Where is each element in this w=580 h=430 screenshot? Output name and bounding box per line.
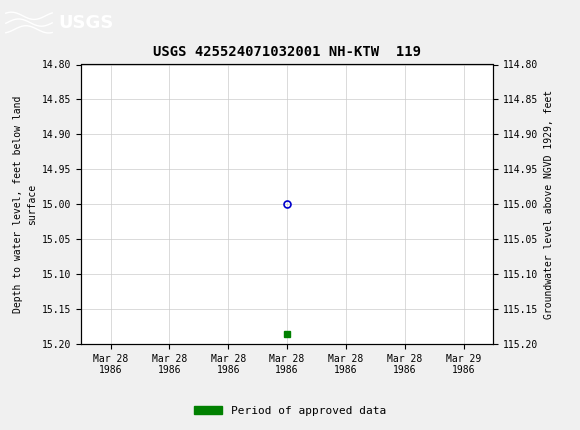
Legend: Period of approved data: Period of approved data <box>190 401 390 420</box>
Y-axis label: Depth to water level, feet below land
surface: Depth to water level, feet below land su… <box>13 95 37 313</box>
Title: USGS 425524071032001 NH-KTW  119: USGS 425524071032001 NH-KTW 119 <box>153 45 421 59</box>
Y-axis label: Groundwater level above NGVD 1929, feet: Groundwater level above NGVD 1929, feet <box>543 90 553 319</box>
Text: USGS: USGS <box>58 14 113 31</box>
